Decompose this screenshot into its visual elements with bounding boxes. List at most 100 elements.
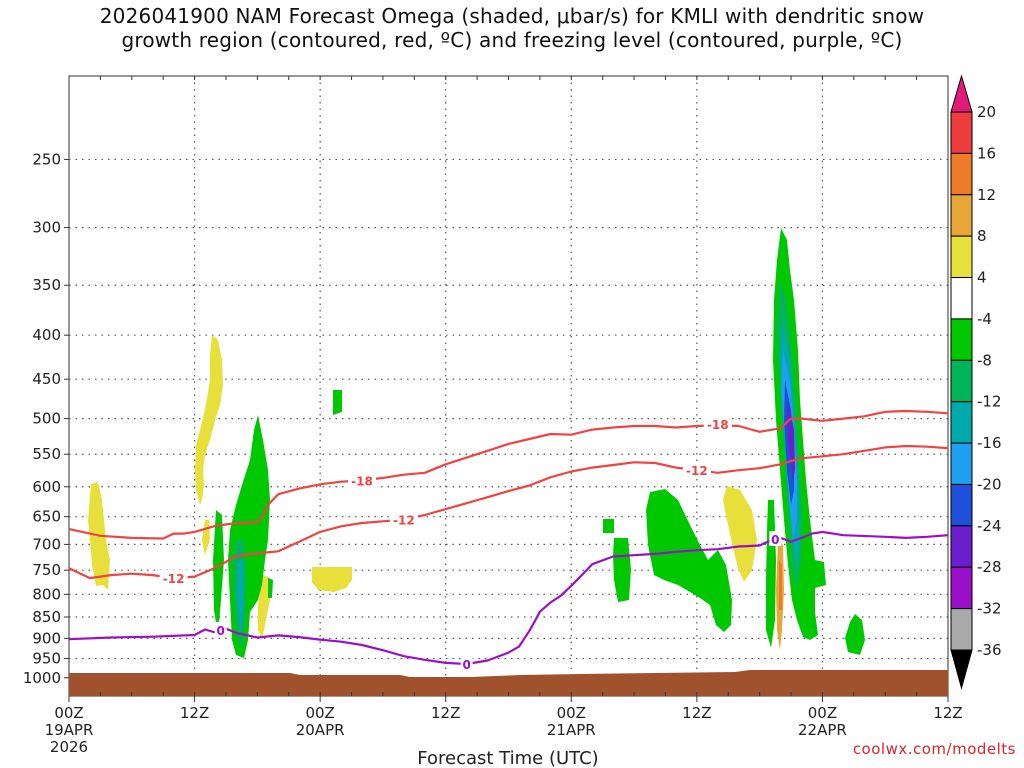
colorbar-swatch (950, 442, 973, 485)
colorbar-label: -36 (977, 641, 1002, 659)
colorbar-label: -24 (977, 517, 1002, 535)
y-tick-label: 400 (32, 326, 61, 344)
x-tick-label: 00Z (557, 704, 586, 722)
yellow-region (723, 486, 757, 582)
y-tick-label: 950 (32, 650, 61, 668)
colorbar-swatch (950, 152, 973, 196)
contour-label: -12 (686, 464, 708, 478)
contour-label: -12 (163, 572, 185, 586)
contour-label-bg (159, 570, 188, 586)
green-region (333, 390, 342, 415)
contour-label-bg (682, 462, 711, 478)
credit-link[interactable]: coolwx.com/modelts (852, 740, 1016, 758)
green-region (613, 538, 631, 602)
contour-0 (68, 530, 949, 666)
contour-label-bg (214, 621, 227, 637)
colorbar-label: -16 (977, 434, 1002, 452)
x-tick-label: 2026 (50, 738, 88, 756)
ground-surface (69, 670, 948, 696)
y-tick-label: 1000 (23, 669, 61, 687)
colorbar-swatch (950, 401, 973, 444)
plot-area (68, 75, 949, 697)
chart-title: 2026041900 NAM Forecast Omega (shaded, μ… (0, 4, 1024, 52)
green-region (845, 614, 865, 655)
green-region (268, 578, 273, 598)
title-line-2: growth region (contoured, red, ºC) and f… (121, 28, 903, 52)
colorbar-label: -4 (977, 310, 992, 328)
colorbar-label: -20 (977, 475, 1002, 493)
colorbar-label: 8 (977, 227, 987, 245)
y-tick-label: 800 (32, 585, 61, 603)
x-tick-label: 12Z (431, 704, 460, 722)
contour--12 (68, 444, 949, 580)
y-tick-label: 850 (32, 608, 61, 626)
x-tick-label: 19APR (45, 721, 94, 739)
colorbar-swatch (950, 235, 973, 279)
colorbar-swatch (950, 525, 973, 568)
cyan-region (237, 560, 244, 630)
contour--18 (68, 409, 949, 540)
colorbar-swatch (950, 277, 973, 320)
contour-label-bg (389, 511, 418, 527)
x-tick-label: 22APR (798, 721, 847, 739)
colorbar-label: 12 (977, 186, 996, 204)
colorbar-label: -12 (977, 393, 1002, 411)
y-tick-label: 900 (32, 629, 61, 647)
colorbar: 20 16 12 8 4 -4 -8 -12 -16 -20 -24 -28 -32 -36 (950, 74, 1002, 690)
colorbar-label: 20 (977, 103, 996, 121)
green-region (603, 519, 614, 533)
contour-label-bg (460, 656, 473, 672)
colorbar-swatch (950, 483, 973, 527)
y-tick-label: 700 (32, 535, 61, 553)
contour-label: -18 (351, 474, 373, 488)
x-tick-label: 00Z (54, 704, 83, 722)
colorbar-swatch (950, 111, 973, 154)
y-tick-label: 650 (32, 508, 61, 526)
contour-labels: -18 -18 -12 -12 -12 0 0 0 (159, 415, 782, 672)
colorbar-label: -28 (977, 558, 1002, 576)
colorbar-swatch (950, 359, 973, 403)
colorbar-swatch (950, 194, 973, 237)
green-region (213, 510, 224, 636)
title-line-1: 2026041900 NAM Forecast Omega (shaded, μ… (99, 4, 925, 28)
colorbar-bottom-arrow (950, 649, 973, 690)
x-tick-label: 21APR (547, 721, 596, 739)
yellow-region (312, 567, 352, 592)
yellow-region (195, 335, 223, 505)
x-axis-title: Forecast Time (UTC) (417, 748, 598, 768)
contour-label-bg (348, 472, 376, 488)
colorbar-swatch (950, 566, 973, 610)
contour-label: -12 (393, 514, 415, 528)
y-tick-label: 250 (32, 150, 61, 168)
contour-label-bg (703, 415, 732, 431)
x-tick-label: 00Z (808, 704, 837, 722)
colorbar-label: 4 (977, 269, 987, 287)
colorbar-label: 16 (977, 144, 996, 162)
omega-shading (88, 228, 865, 658)
contour-label: 0 (771, 533, 779, 547)
orange-region (779, 560, 782, 610)
x-tick-label: 12Z (180, 704, 209, 722)
yellow-region (258, 575, 270, 640)
y-tick-label: 300 (32, 219, 61, 237)
x-tick-label: 12Z (933, 704, 962, 722)
contour-lines (68, 409, 949, 666)
y-tick-label: 500 (32, 410, 61, 428)
y-axis: 250 300 350 400 450 500 550 600 650 700 750 800 850 9… (23, 150, 69, 687)
colorbar-top-arrow (950, 74, 973, 113)
y-tick-label: 750 (32, 561, 61, 579)
colorbar-swatch (950, 318, 973, 361)
y-tick-label: 600 (32, 478, 61, 496)
contour-label: 0 (462, 658, 470, 672)
colorbar-label: -8 (977, 351, 992, 369)
x-tick-label: 12Z (682, 704, 711, 722)
x-tick-label: 20APR (296, 721, 345, 739)
contour-label: -18 (707, 418, 729, 432)
contour-label-bg (769, 531, 782, 547)
colorbar-swatch (950, 608, 973, 651)
colorbar-label: -32 (977, 600, 1002, 618)
y-tick-label: 550 (32, 445, 61, 463)
x-tick-label: 00Z (305, 704, 334, 722)
